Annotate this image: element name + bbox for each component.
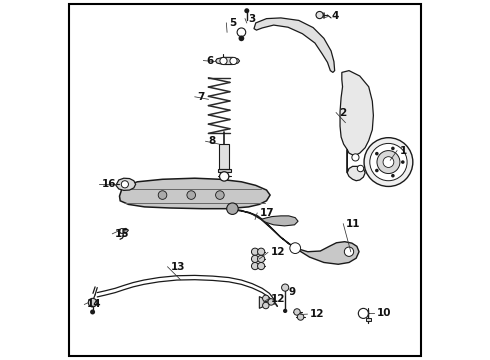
Text: 6: 6 [206, 55, 214, 66]
Text: 5: 5 [229, 18, 237, 28]
Circle shape [258, 255, 265, 262]
Text: 10: 10 [377, 309, 391, 318]
Text: 3: 3 [248, 14, 255, 24]
Polygon shape [366, 318, 370, 320]
Circle shape [294, 309, 300, 315]
Circle shape [358, 309, 368, 319]
Circle shape [283, 309, 287, 313]
Text: 4: 4 [331, 12, 339, 22]
Circle shape [251, 248, 259, 255]
Circle shape [258, 262, 265, 270]
Circle shape [120, 228, 125, 233]
Circle shape [316, 12, 323, 19]
Circle shape [90, 310, 95, 315]
Circle shape [391, 174, 394, 177]
Circle shape [251, 255, 259, 262]
Circle shape [391, 147, 394, 150]
Polygon shape [219, 144, 229, 169]
Circle shape [216, 191, 224, 199]
Text: 1: 1 [400, 145, 407, 156]
Circle shape [357, 165, 364, 172]
Circle shape [263, 302, 269, 309]
Text: 2: 2 [339, 108, 346, 118]
Circle shape [297, 314, 304, 320]
Circle shape [258, 248, 265, 255]
Circle shape [377, 150, 400, 174]
Text: 12: 12 [310, 309, 325, 319]
Polygon shape [119, 228, 128, 233]
Circle shape [220, 57, 227, 64]
Polygon shape [259, 297, 272, 309]
Text: 15: 15 [115, 229, 130, 239]
Text: 8: 8 [208, 136, 216, 146]
Polygon shape [227, 208, 359, 264]
Circle shape [158, 191, 167, 199]
Polygon shape [261, 216, 298, 226]
Circle shape [364, 138, 413, 186]
Polygon shape [218, 168, 231, 172]
Text: 17: 17 [260, 208, 275, 218]
Polygon shape [340, 71, 373, 181]
Circle shape [290, 243, 300, 253]
Circle shape [220, 172, 229, 181]
Text: 7: 7 [197, 92, 205, 102]
Circle shape [375, 152, 379, 156]
Circle shape [239, 36, 245, 41]
Circle shape [383, 157, 394, 167]
Text: 11: 11 [346, 219, 361, 229]
Circle shape [370, 143, 407, 181]
Text: 13: 13 [171, 262, 185, 272]
Circle shape [187, 191, 196, 199]
Polygon shape [254, 18, 335, 72]
Polygon shape [120, 178, 270, 209]
Circle shape [268, 299, 274, 305]
Polygon shape [216, 57, 240, 64]
Text: 12: 12 [271, 247, 285, 257]
Circle shape [375, 169, 379, 172]
Circle shape [282, 284, 289, 291]
Text: 12: 12 [271, 294, 285, 304]
Circle shape [344, 247, 354, 256]
Circle shape [230, 57, 237, 64]
Circle shape [251, 262, 259, 270]
Polygon shape [116, 178, 136, 190]
Circle shape [237, 28, 245, 37]
Circle shape [263, 295, 269, 302]
Text: 16: 16 [102, 179, 117, 189]
Circle shape [352, 154, 359, 161]
Circle shape [245, 8, 249, 13]
Circle shape [401, 160, 405, 164]
Text: 14: 14 [87, 300, 102, 310]
Circle shape [88, 298, 97, 307]
Circle shape [227, 203, 238, 215]
Text: 9: 9 [288, 287, 295, 297]
Circle shape [122, 181, 128, 188]
